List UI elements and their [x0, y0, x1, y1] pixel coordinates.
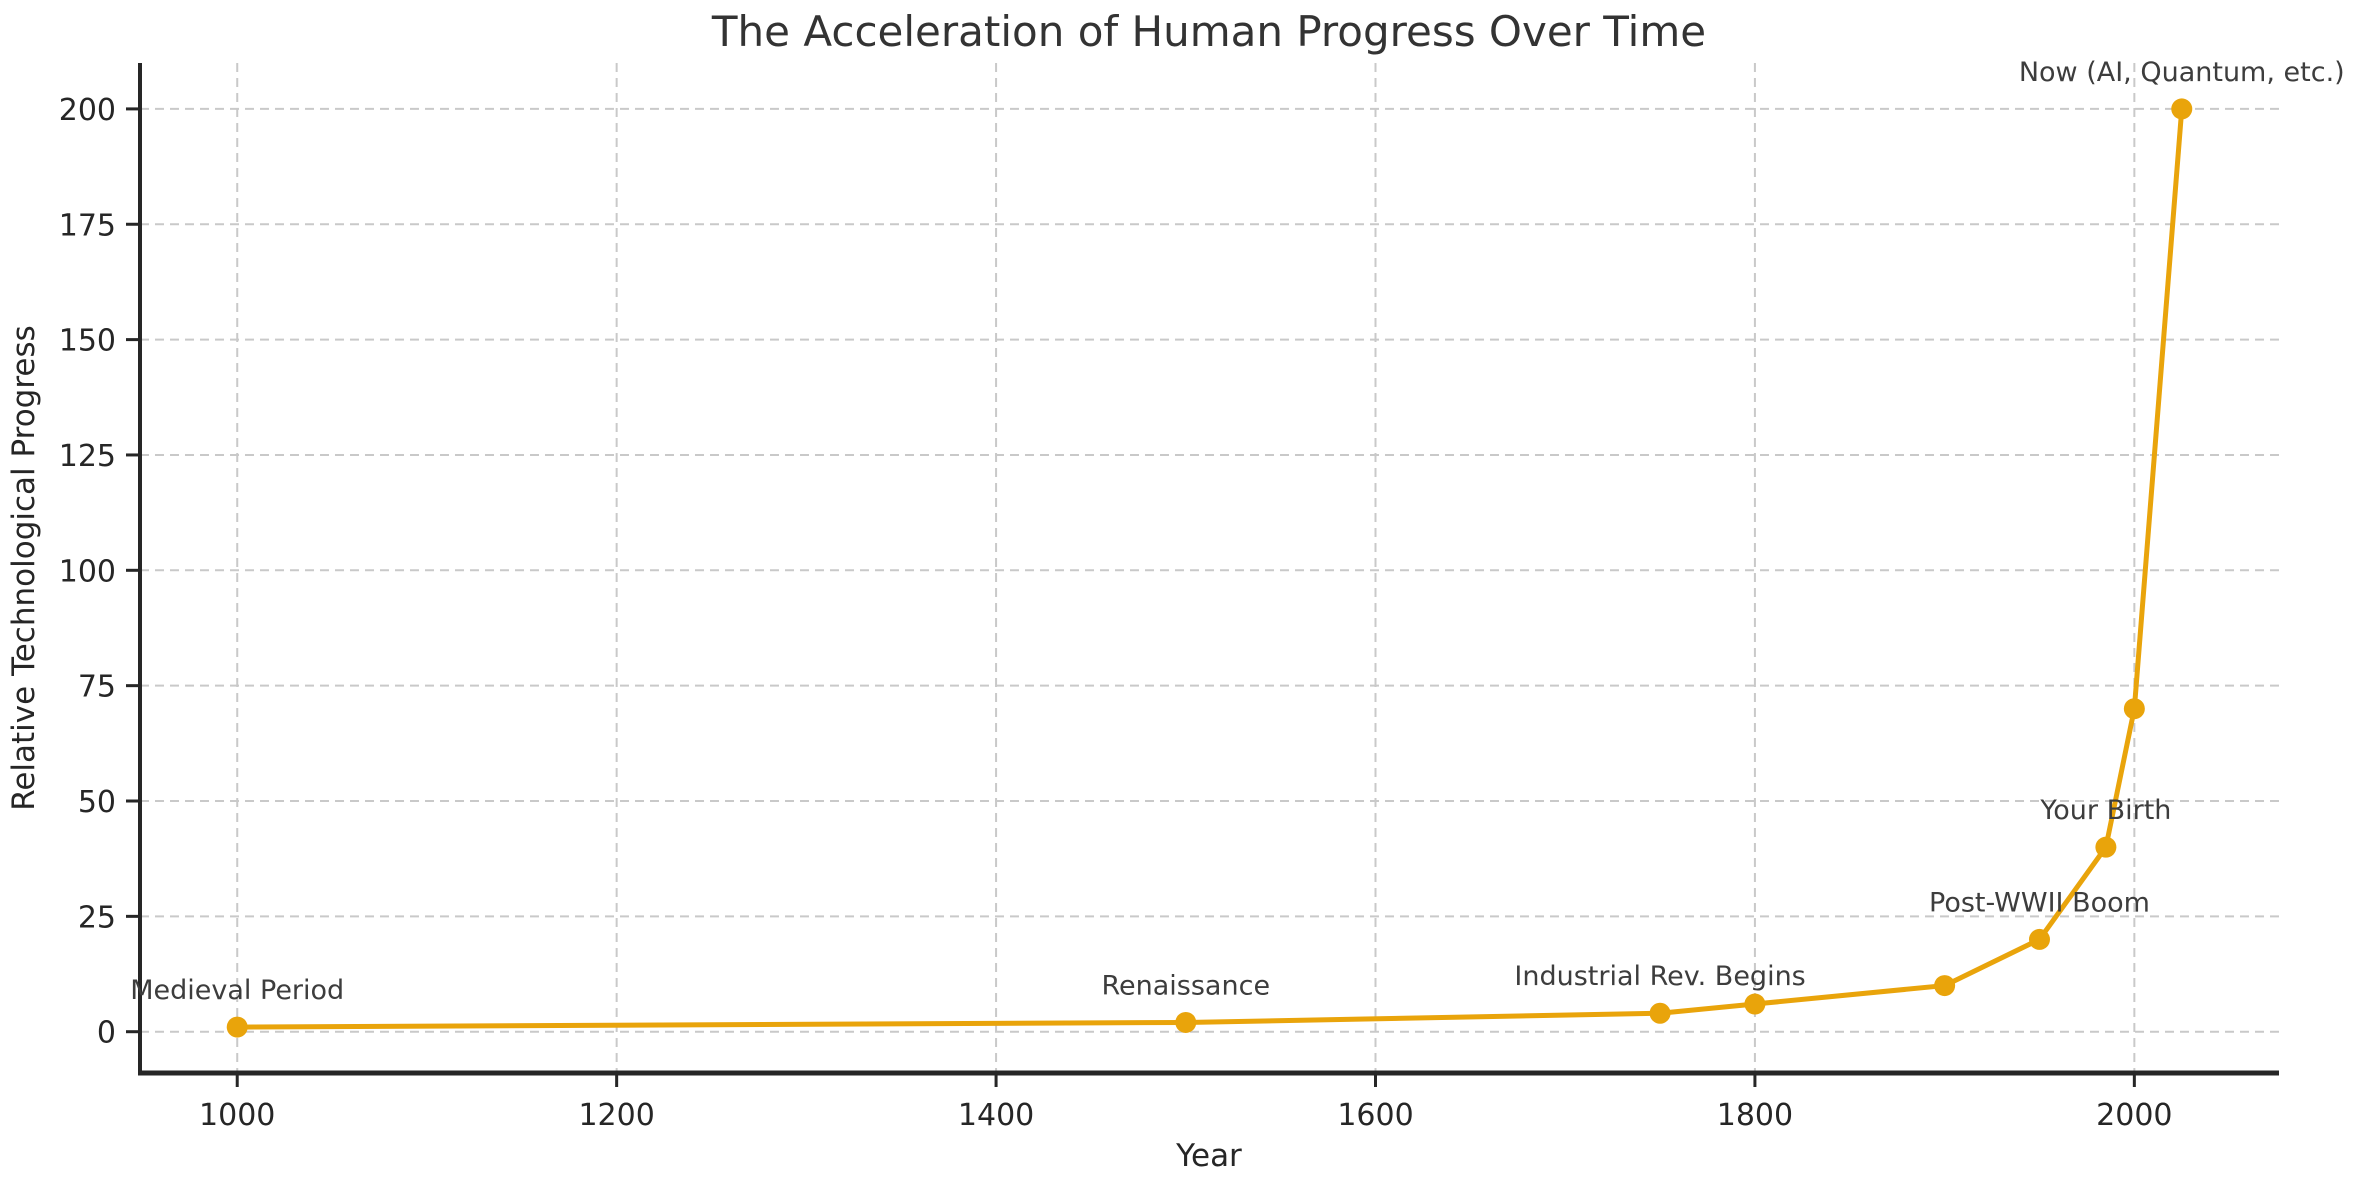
y-tick-label: 175 — [59, 208, 116, 243]
chart-title: The Acceleration of Human Progress Over … — [711, 7, 1706, 56]
x-tick-label: 1000 — [199, 1098, 275, 1133]
axis-layer: 1000 1200 1400 1600 1800 2000 0 25 50 75 100 125 150… — [59, 63, 2279, 1133]
data-point-marker — [226, 1016, 248, 1038]
y-tick-label: 50 — [78, 785, 116, 820]
x-tick-label: 1400 — [958, 1098, 1034, 1133]
y-tick-label: 0 — [97, 1016, 116, 1051]
y-tick-label: 100 — [59, 554, 116, 589]
y-tick-label: 150 — [59, 324, 116, 359]
grid-layer — [140, 63, 2279, 1073]
data-point-marker — [1934, 975, 1956, 997]
data-point-marker — [1649, 1002, 1671, 1024]
annotation-label: Your Birth — [2039, 795, 2171, 826]
annotation-label: Renaissance — [1101, 970, 1270, 1001]
y-tick-label: 75 — [78, 670, 116, 705]
x-tick-label: 1600 — [1337, 1098, 1413, 1133]
x-tick-label: 1800 — [1717, 1098, 1793, 1133]
annotation-label: Now (AI, Quantum, etc.) — [2019, 57, 2345, 88]
y-tick-label: 125 — [59, 439, 116, 474]
x-axis-label: Year — [1175, 1138, 1242, 1174]
data-point-marker — [2171, 98, 2193, 120]
y-tick-label: 25 — [78, 900, 116, 935]
annotation-layer: Medieval Period Renaissance Industrial Rev… — [130, 57, 2344, 1006]
y-tick-label: 200 — [59, 93, 116, 128]
x-tick-label: 1200 — [578, 1098, 654, 1133]
data-point-marker — [1744, 993, 1766, 1015]
y-axis-label: Relative Technological Progress — [6, 325, 42, 811]
series-layer — [226, 98, 2193, 1038]
annotation-label: Post-WWII Boom — [1929, 887, 2150, 918]
x-tick-label: 2000 — [2096, 1098, 2172, 1133]
data-point-marker — [2095, 836, 2117, 858]
data-point-marker — [1175, 1011, 1197, 1033]
chart-line — [234, 106, 2185, 1030]
data-point-marker — [2028, 928, 2050, 950]
data-point-marker — [2123, 698, 2145, 720]
annotation-label: Industrial Rev. Begins — [1514, 961, 1805, 992]
annotation-label: Medieval Period — [130, 975, 344, 1006]
